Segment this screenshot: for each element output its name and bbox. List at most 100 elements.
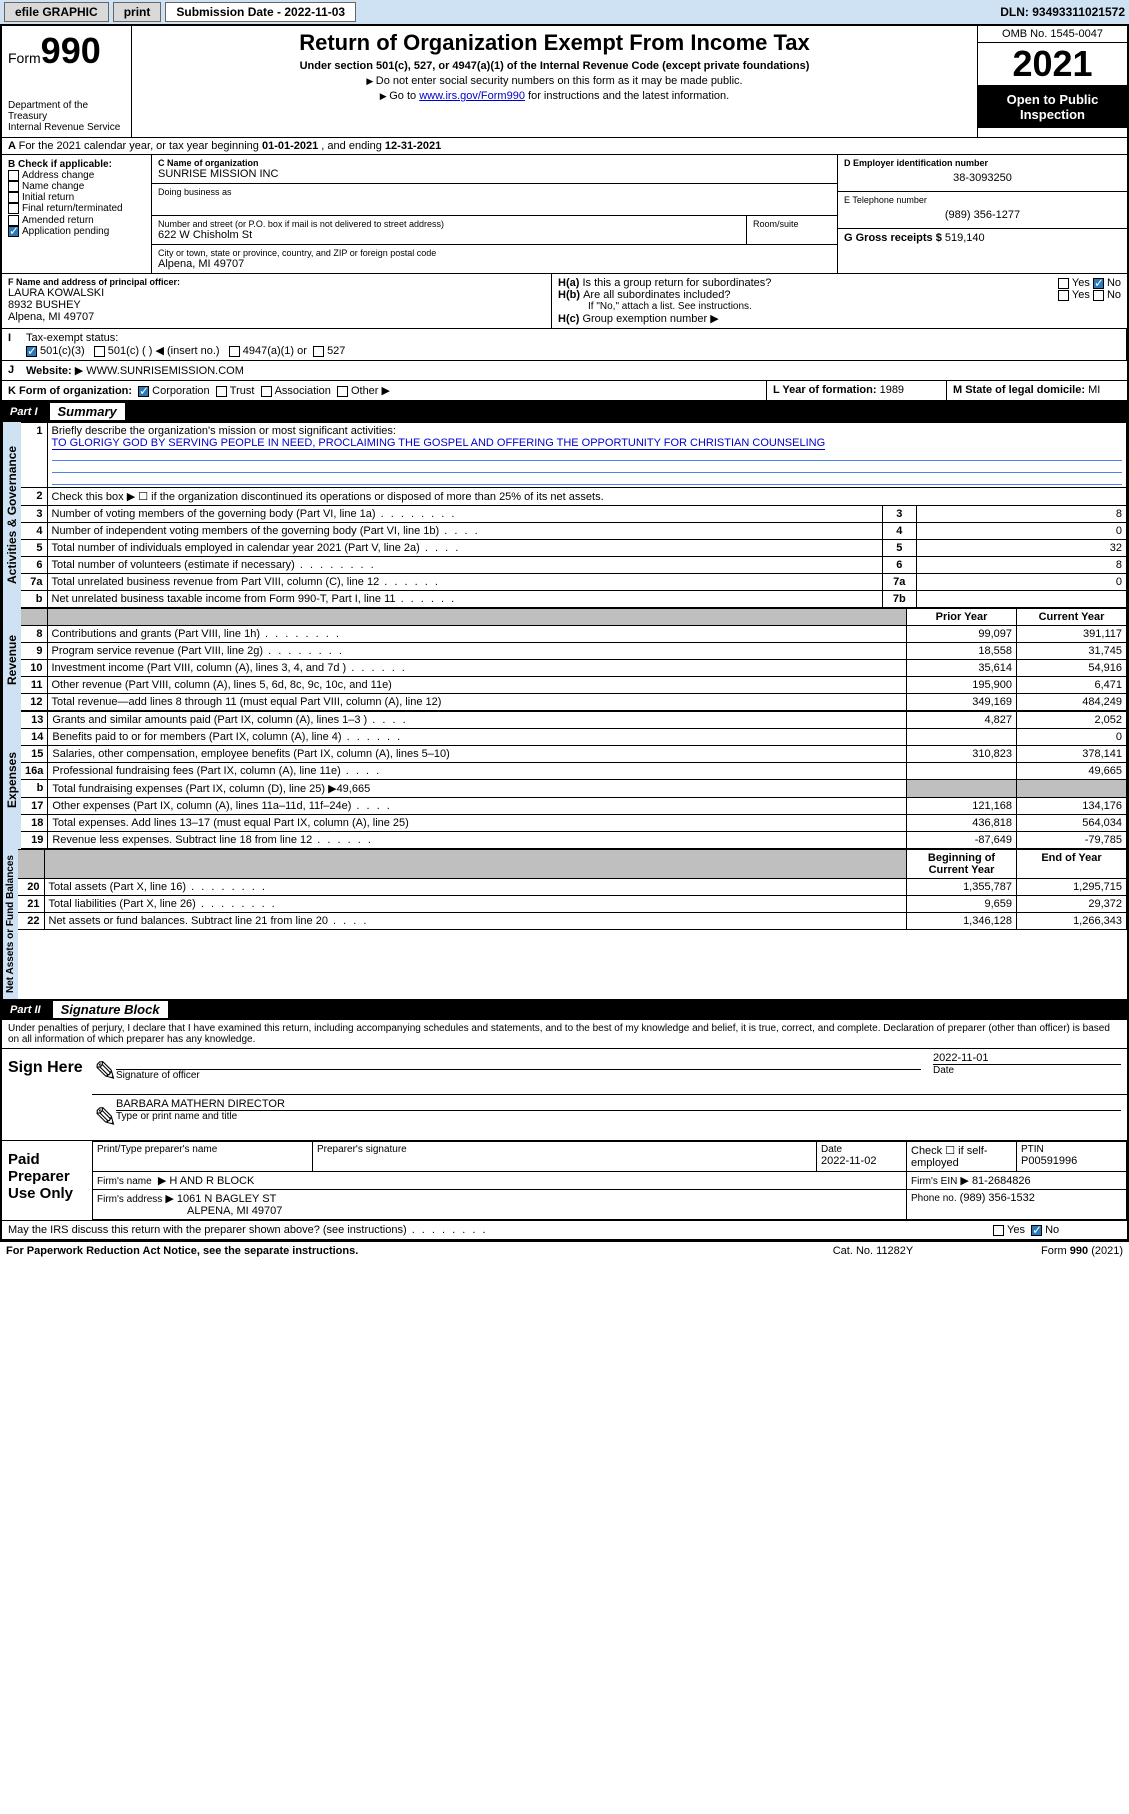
- i-501c3[interactable]: 501(c)(3): [40, 345, 85, 357]
- l6: Total number of volunteers (estimate if …: [47, 557, 882, 574]
- form-990: Form990 Department of the Treasury Inter…: [0, 24, 1129, 1242]
- irs-link[interactable]: www.irs.gov/Form990: [419, 90, 525, 102]
- gross-receipts-label: G Gross receipts $: [844, 232, 942, 244]
- i-label: Tax-exempt status:: [26, 332, 118, 344]
- chk-amended[interactable]: Amended return: [22, 215, 94, 226]
- sig-officer-label: Signature of officer: [116, 1070, 921, 1081]
- k-assoc[interactable]: Association: [275, 385, 331, 397]
- section-a: A For the 2021 calendar year, or tax yea…: [2, 138, 1127, 155]
- tab-revenue: Revenue: [2, 608, 21, 711]
- type-name-label: Type or print name and title: [116, 1111, 1121, 1122]
- efile-button[interactable]: efile GRAPHIC: [4, 2, 109, 22]
- l-label: L Year of formation:: [773, 384, 877, 396]
- hc-label: Group exemption number: [582, 313, 707, 325]
- header-grid: B Check if applicable: Address change Na…: [2, 155, 1127, 274]
- l5: Total number of individuals employed in …: [47, 540, 882, 557]
- l8: Contributions and grants (Part VIII, lin…: [47, 626, 907, 643]
- ha-no[interactable]: No: [1107, 277, 1121, 289]
- c10: 54,916: [1017, 660, 1127, 677]
- discuss-no[interactable]: No: [1045, 1224, 1059, 1236]
- hb-no[interactable]: No: [1107, 289, 1121, 301]
- firm-ein-label: Firm's EIN: [911, 1176, 957, 1187]
- i-527[interactable]: 527: [327, 345, 345, 357]
- l15: Salaries, other compensation, employee b…: [48, 746, 907, 763]
- subtitle-3-pre: Go to: [389, 90, 419, 102]
- k-trust[interactable]: Trust: [230, 385, 255, 397]
- pra-notice: For Paperwork Reduction Act Notice, see …: [6, 1245, 783, 1257]
- hb-label: Are all subordinates included?: [583, 289, 1058, 301]
- l3: Number of voting members of the governin…: [47, 506, 882, 523]
- phone-label: E Telephone number: [844, 195, 1121, 205]
- b22: 1,346,128: [907, 913, 1017, 930]
- discuss-label: May the IRS discuss this return with the…: [8, 1224, 488, 1236]
- k-corp[interactable]: Corporation: [152, 385, 209, 397]
- cat-no: Cat. No. 11282Y: [783, 1245, 963, 1257]
- col-end: End of Year: [1017, 850, 1127, 879]
- date-label: Date: [933, 1065, 1121, 1076]
- firm-name-label: Firm's name: [97, 1176, 152, 1187]
- dln: DLN: 93493311021572: [1000, 5, 1125, 19]
- p14: [907, 729, 1017, 746]
- summary-section: Activities & Governance 1 Briefly descri…: [2, 422, 1127, 608]
- c8: 391,117: [1017, 626, 1127, 643]
- c14: 0: [1017, 729, 1127, 746]
- dept-treasury: Department of the Treasury: [8, 100, 125, 122]
- l12: Total revenue—add lines 8 through 11 (mu…: [47, 694, 907, 711]
- chk-initial-return[interactable]: Initial return: [22, 192, 74, 203]
- i-501c[interactable]: 501(c) ( ) ◀ (insert no.): [108, 345, 220, 357]
- room-label: Room/suite: [753, 219, 831, 229]
- k-other[interactable]: Other: [351, 385, 379, 397]
- pen-icon: ✎: [92, 1049, 110, 1094]
- check-self-employed[interactable]: Check ☐ if self-employed: [907, 1142, 1017, 1172]
- subtitle-1: Under section 501(c), 527, or 4947(a)(1)…: [140, 60, 969, 72]
- chk-application-pending[interactable]: Application pending: [22, 226, 109, 237]
- i-4947[interactable]: 4947(a)(1) or: [243, 345, 307, 357]
- discuss-yes[interactable]: Yes: [1007, 1224, 1025, 1236]
- paid-preparer-label: Paid Preparer Use Only: [2, 1141, 92, 1220]
- gross-receipts-value: 519,140: [945, 232, 985, 244]
- chk-final-return[interactable]: Final return/terminated: [22, 204, 123, 215]
- officer-label: F Name and address of principal officer:: [8, 277, 545, 287]
- v7a: 0: [916, 574, 1126, 591]
- c19: -79,785: [1017, 832, 1127, 849]
- hb-note: If "No," attach a list. See instructions…: [558, 301, 1121, 312]
- section-b-label: B Check if applicable:: [8, 159, 145, 170]
- irs-label: Internal Revenue Service: [8, 122, 125, 133]
- officer-addr1: 8932 BUSHEY: [8, 299, 545, 311]
- p12: 349,169: [907, 694, 1017, 711]
- tab-activities: Activities & Governance: [2, 422, 21, 608]
- ha-yes[interactable]: Yes: [1072, 277, 1090, 289]
- part1-header: Part I Summary: [2, 401, 1127, 422]
- chk-address-change[interactable]: Address change: [22, 170, 94, 181]
- ein-label: D Employer identification number: [844, 158, 1121, 168]
- l13: Grants and similar amounts paid (Part IX…: [48, 712, 907, 729]
- tab-net-assets: Net Assets or Fund Balances: [2, 849, 18, 999]
- chk-name-change[interactable]: Name change: [22, 181, 84, 192]
- l1-label: Briefly describe the organization's miss…: [52, 425, 396, 437]
- pen-icon-2: ✎: [92, 1095, 110, 1140]
- firm-addr2: ALPENA, MI 49707: [97, 1205, 282, 1217]
- hb-yes[interactable]: Yes: [1072, 289, 1090, 301]
- p17: 121,168: [907, 798, 1017, 815]
- l-value: 1989: [880, 384, 904, 396]
- p10: 35,614: [907, 660, 1017, 677]
- c17: 134,176: [1017, 798, 1127, 815]
- p18: 436,818: [907, 815, 1017, 832]
- e22: 1,266,343: [1017, 913, 1127, 930]
- l9: Program service revenue (Part VIII, line…: [47, 643, 907, 660]
- firm-ein: 81-2684826: [972, 1175, 1031, 1187]
- website-value: WWW.SUNRISEMISSION.COM: [86, 365, 244, 377]
- street-address: 622 W Chisholm St: [158, 229, 740, 241]
- page-footer: For Paperwork Reduction Act Notice, see …: [0, 1242, 1129, 1260]
- print-button[interactable]: print: [113, 2, 162, 22]
- v4: 0: [916, 523, 1126, 540]
- submission-date: Submission Date - 2022-11-03: [165, 2, 356, 22]
- firm-addr-label: Firm's address: [97, 1194, 162, 1205]
- l16b: Total fundraising expenses (Part IX, col…: [52, 783, 336, 795]
- p11: 195,900: [907, 677, 1017, 694]
- e20: 1,295,715: [1017, 879, 1127, 896]
- open-inspection: Open to Public Inspection: [978, 86, 1127, 128]
- prep-sig-label: Preparer's signature: [317, 1144, 812, 1155]
- v5: 32: [916, 540, 1126, 557]
- b21: 9,659: [907, 896, 1017, 913]
